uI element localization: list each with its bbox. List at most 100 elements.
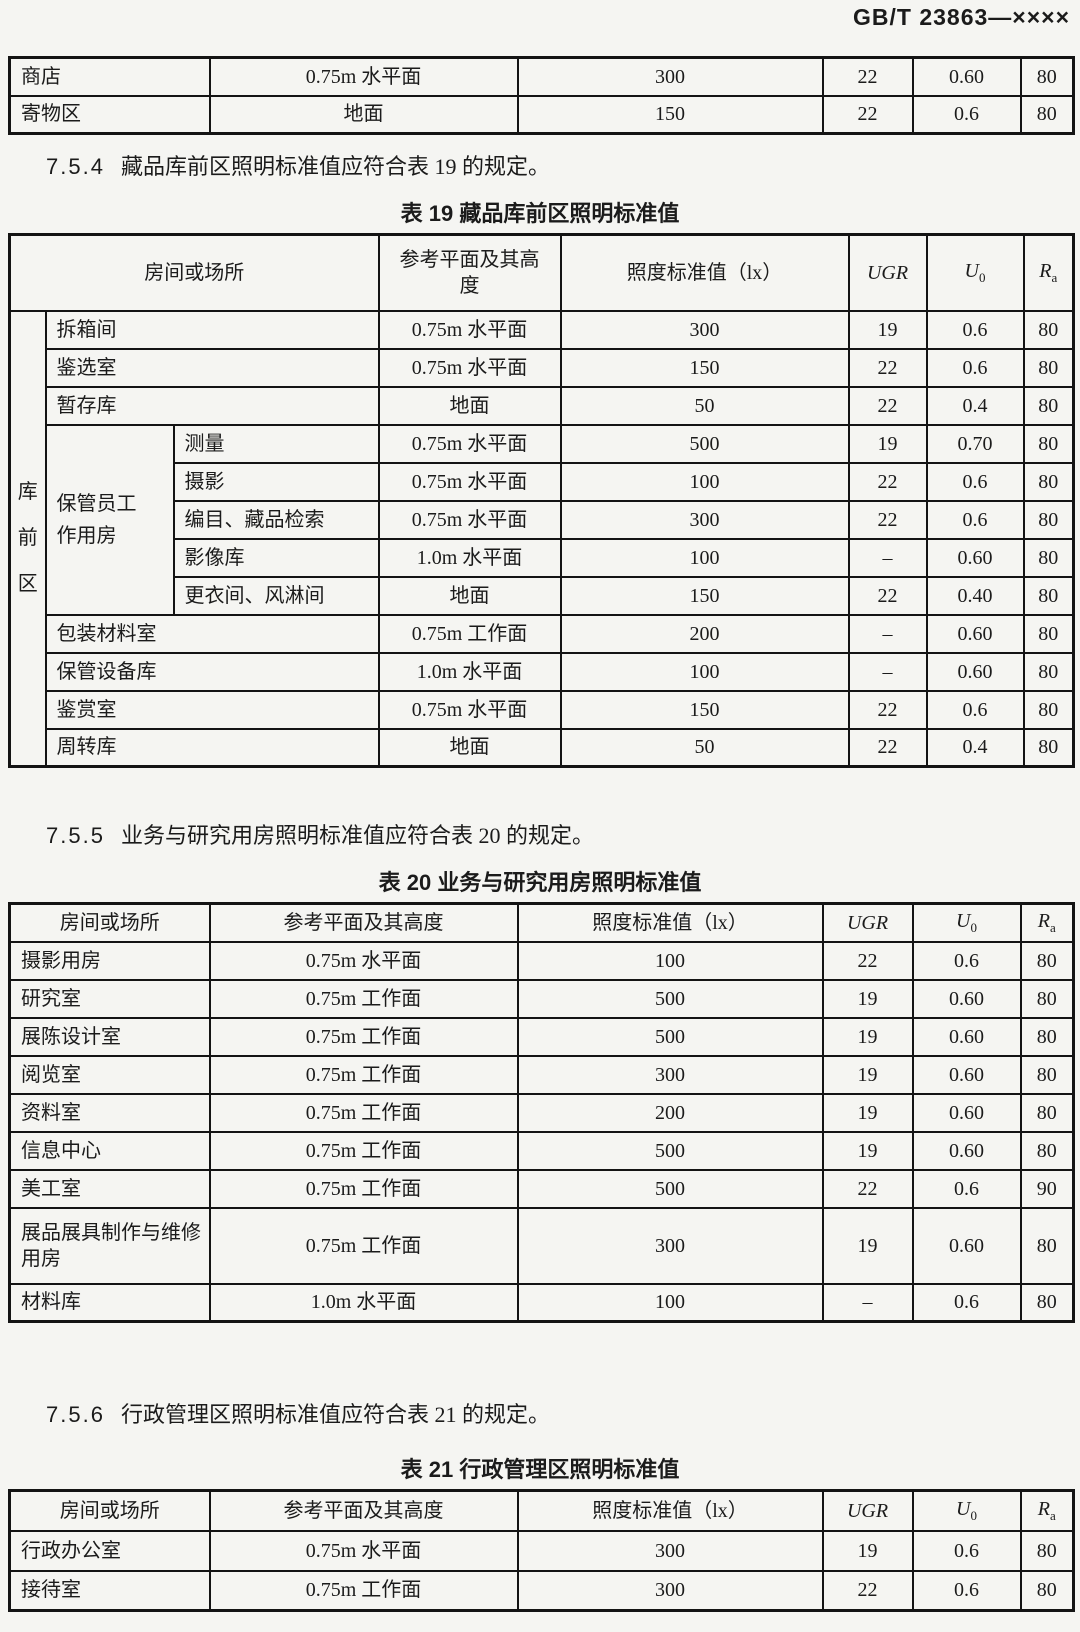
table19: 房间或场所 参考平面及其高度 照度标准值（lx） UGR U0 Ra 库前区 拆… [8, 233, 1076, 768]
cell-ra: 80 [1019, 1529, 1075, 1572]
cell-plane: 0.75m 水平面 [377, 309, 562, 350]
table-row: 暂存库 地面 50 22 0.4 80 [10, 385, 1075, 426]
cell-plane: 0.75m 工作面 [208, 1130, 519, 1171]
table-row: 周转库 地面 50 22 0.4 80 [10, 727, 1075, 768]
cell-u0: 0.6 [925, 689, 1025, 730]
header-room: 房间或场所 [8, 902, 211, 943]
cell-ugr: 19 [821, 1130, 914, 1171]
table-row: 保管员工 作用房 测量 0.75m 水平面 500 19 0.70 80 [10, 423, 1075, 616]
cell-lux: 100 [559, 537, 850, 578]
cell-ra: 80 [1019, 1092, 1075, 1133]
cell-lux: 100 [516, 1282, 824, 1323]
continued-table: 商店 0.75m 水平面 300 22 0.60 80 寄物区 地面 150 2… [8, 56, 1075, 135]
cell-ugr: 19 [847, 423, 928, 464]
cell-ra: 80 [1022, 499, 1075, 540]
cell-room: 鉴赏室 [44, 689, 380, 730]
cell-u0: 0.70 [925, 423, 1025, 464]
cell-plane: 0.75m 水平面 [208, 56, 519, 97]
section-text: 业务与研究用房照明标准值应符合表 20 的规定。 [120, 823, 594, 848]
cell-ra: 80 [1022, 423, 1075, 464]
cell-ra: 80 [1022, 727, 1075, 768]
section-7-5-4: 7.5.4 藏品库前区照明标准值应符合表 19 的规定。 [46, 153, 1072, 181]
cell-plane: 0.75m 工作面 [208, 1054, 519, 1095]
cell-ugr: 22 [847, 385, 928, 426]
cell-plane: 0.75m 水平面 [208, 940, 519, 981]
cell-room: 展陈设计室 [8, 1016, 211, 1057]
cell-u0: 0.60 [925, 613, 1025, 654]
cell-lux: 500 [559, 423, 850, 464]
cell-plane: 0.75m 水平面 [377, 423, 562, 464]
cell-lux: 300 [559, 309, 850, 350]
cell-ugr: 22 [821, 1569, 914, 1612]
cell-ugr: 22 [847, 689, 928, 730]
cell-ugr: 19 [847, 309, 928, 350]
cell-room: 暂存库 [44, 385, 380, 426]
cell-ra: 80 [1019, 1016, 1075, 1057]
table-row: 库前区 拆箱间 0.75m 水平面 300 19 0.6 80 [8, 309, 1075, 768]
header-room: 房间或场所 [8, 233, 380, 312]
cell-ra: 80 [1022, 651, 1075, 692]
cell-lux: 200 [516, 1092, 824, 1133]
cell-ra: 90 [1019, 1168, 1075, 1209]
section-number: 7.5.5 [46, 823, 105, 848]
header-u0: U0 [911, 1489, 1022, 1532]
table-row: 保管设备库 1.0m 水平面 100 – 0.60 80 [10, 651, 1075, 692]
cell-lux: 300 [516, 1529, 824, 1572]
cell-room: 资料室 [8, 1092, 211, 1133]
cell-ra: 80 [1019, 1282, 1075, 1323]
table-row: 材料库 1.0m 水平面 100 – 0.6 80 [8, 1282, 1075, 1323]
cell-room: 展品展具制作与维修用房 [8, 1206, 211, 1285]
header-u0: U0 [925, 233, 1025, 312]
section-7-5-6: 7.5.6 行政管理区照明标准值应符合表 21 的规定。 [46, 1401, 1072, 1429]
cell-lux: 300 [516, 1569, 824, 1612]
cell-ugr: – [847, 651, 928, 692]
cell-ra: 80 [1019, 940, 1075, 981]
cell-u0: 0.60 [911, 978, 1022, 1019]
cell-u0: 0.4 [925, 385, 1025, 426]
subgroup-label: 保管员工 作用房 [44, 423, 175, 616]
table21: 房间或场所 参考平面及其高度 照度标准值（lx） UGR U0 Ra 行政办公室… [8, 1489, 1075, 1612]
header-ra: Ra [1019, 902, 1075, 943]
table-row: 更衣间、风淋间 地面 150 22 0.40 80 [10, 575, 1075, 616]
cell-lux: 200 [559, 613, 850, 654]
section-text: 藏品库前区照明标准值应符合表 19 的规定。 [120, 154, 550, 179]
cell-room: 美工室 [8, 1168, 211, 1209]
header-row: 房间或场所 参考平面及其高度 照度标准值（lx） UGR U0 Ra [8, 1489, 1075, 1532]
table20-caption: 表 20 业务与研究用房照明标准值 [378, 870, 702, 895]
cell-u0: 0.6 [911, 1282, 1022, 1323]
section-number: 7.5.6 [46, 1402, 105, 1427]
table-row: 研究室 0.75m 工作面 500 19 0.60 80 [8, 978, 1075, 1019]
cell-room: 摄影用房 [8, 940, 211, 981]
cell-ugr: 22 [821, 940, 914, 981]
cell-ugr: 19 [821, 1206, 914, 1285]
cell-lux: 300 [559, 499, 850, 540]
cell-u0: 0.6 [925, 461, 1025, 502]
cell-ugr: – [821, 1282, 914, 1323]
table-row: 美工室 0.75m 工作面 500 22 0.6 90 [8, 1168, 1075, 1209]
cell-ra: 80 [1019, 978, 1075, 1019]
table-row: 展品展具制作与维修用房 0.75m 工作面 300 19 0.60 80 [8, 1206, 1075, 1285]
cell-plane: 0.75m 水平面 [208, 1529, 519, 1572]
cell-plane: 0.75m 工作面 [208, 1569, 519, 1612]
cell-room: 影像库 [172, 537, 380, 578]
cell-lux: 500 [516, 1130, 824, 1171]
cell-u0: 0.60 [925, 651, 1025, 692]
cell-lux: 300 [516, 1206, 824, 1285]
cell-ugr: 19 [821, 1092, 914, 1133]
cell-u0: 0.6 [911, 940, 1022, 981]
cell-ugr: 22 [847, 347, 928, 388]
cell-u0: 0.60 [911, 56, 1022, 97]
cell-lux: 150 [516, 94, 824, 135]
cell-lux: 150 [559, 575, 850, 616]
table20: 房间或场所 参考平面及其高度 照度标准值（lx） UGR U0 Ra 摄影用房 … [8, 902, 1075, 1323]
cell-u0: 0.6 [911, 94, 1022, 135]
cell-u0: 0.4 [925, 727, 1025, 768]
cell-room: 信息中心 [8, 1130, 211, 1171]
header-room: 房间或场所 [8, 1489, 211, 1532]
cell-lux: 100 [559, 651, 850, 692]
table21-caption: 表 21 行政管理区照明标准值 [400, 1457, 680, 1482]
cell-room: 研究室 [8, 978, 211, 1019]
header-lux: 照度标准值（lx） [559, 233, 850, 312]
header-u0: U0 [911, 902, 1022, 943]
cell-room: 材料库 [8, 1282, 211, 1323]
